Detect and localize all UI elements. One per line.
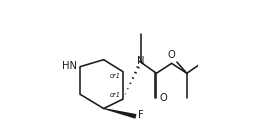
Text: or1: or1 — [110, 92, 121, 98]
Text: or1: or1 — [110, 72, 121, 79]
Polygon shape — [103, 108, 136, 119]
Text: O: O — [168, 50, 176, 60]
Text: O: O — [160, 93, 167, 103]
Text: HN: HN — [62, 61, 77, 71]
Text: F: F — [138, 110, 144, 120]
Text: N: N — [137, 56, 144, 66]
